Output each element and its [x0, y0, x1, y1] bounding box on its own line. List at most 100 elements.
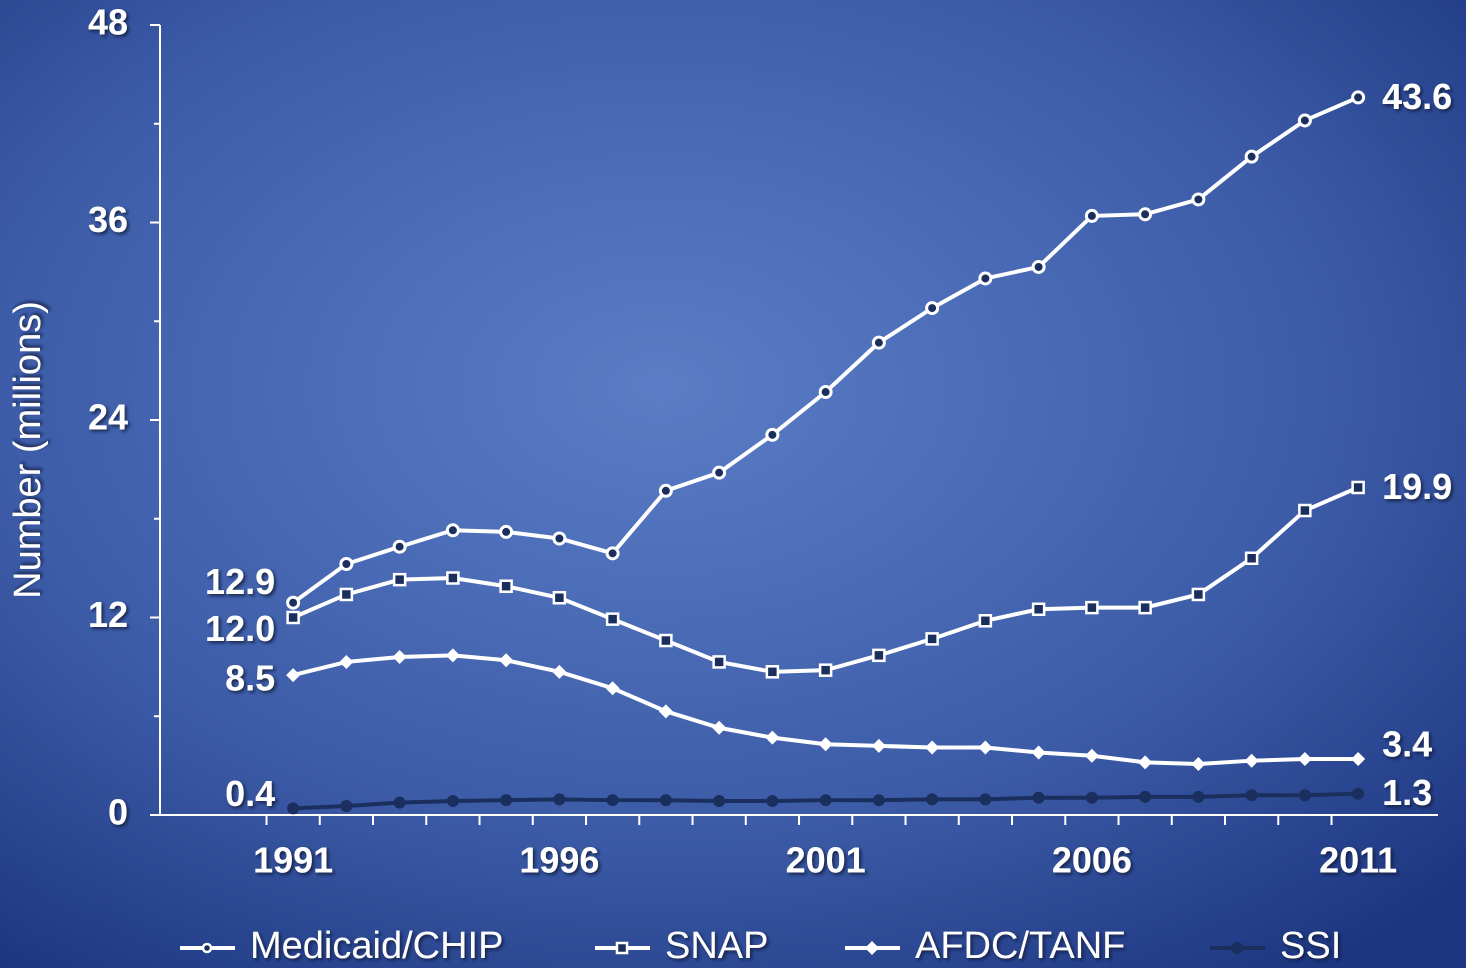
point — [766, 795, 779, 808]
point — [926, 793, 939, 806]
legend-marker — [615, 941, 629, 955]
point — [1191, 587, 1206, 602]
point — [339, 587, 354, 602]
point — [818, 385, 833, 400]
point — [605, 612, 620, 626]
point — [658, 704, 673, 719]
point — [925, 632, 939, 646]
point — [818, 663, 833, 677]
point — [1245, 789, 1258, 802]
point — [339, 654, 354, 669]
legend-item: Medicaid/CHIP — [180, 925, 503, 967]
point — [1138, 755, 1153, 770]
point — [446, 795, 459, 808]
legend-label: SSI — [1280, 925, 1341, 967]
point — [286, 610, 300, 625]
point — [1298, 789, 1311, 802]
point — [1031, 259, 1046, 274]
legend-marker — [865, 941, 879, 955]
point — [552, 591, 567, 605]
point — [765, 665, 780, 679]
point — [1352, 787, 1365, 800]
legend-item: AFDC/TANF — [845, 925, 1125, 967]
point — [605, 681, 620, 696]
point — [872, 794, 885, 807]
data-label: 8.5 — [225, 658, 275, 699]
point — [925, 740, 940, 755]
point — [765, 427, 780, 442]
series — [287, 787, 1365, 815]
point — [1031, 602, 1046, 617]
point — [1191, 756, 1206, 771]
point — [1031, 745, 1046, 760]
point — [392, 539, 407, 554]
point — [605, 546, 620, 561]
point — [393, 796, 406, 809]
point — [818, 737, 833, 752]
point — [712, 655, 726, 669]
data-label: 19.9 — [1382, 466, 1452, 507]
point — [445, 523, 460, 538]
series — [286, 648, 1366, 771]
x-tick-label: 1991 — [253, 840, 333, 881]
point — [978, 614, 993, 628]
point — [392, 650, 407, 664]
series — [286, 480, 1365, 679]
point — [1084, 208, 1099, 223]
point — [1297, 752, 1312, 767]
point — [713, 795, 726, 808]
point — [1192, 790, 1205, 803]
point — [658, 483, 673, 498]
point — [606, 794, 619, 807]
legend-marker — [1231, 942, 1243, 954]
point — [978, 740, 993, 755]
point — [339, 557, 354, 572]
point — [925, 301, 940, 316]
point — [446, 571, 460, 585]
point — [499, 524, 514, 539]
point — [1244, 551, 1259, 565]
point — [1138, 207, 1153, 222]
point — [499, 579, 513, 593]
point — [712, 720, 727, 735]
data-label: 0.4 — [225, 773, 275, 814]
point — [1351, 480, 1365, 495]
point — [340, 799, 353, 812]
point — [871, 335, 886, 350]
y-tick-label: 0 — [108, 792, 128, 833]
point — [1084, 748, 1099, 763]
point — [659, 794, 672, 807]
point — [1244, 753, 1259, 768]
point — [1138, 600, 1152, 615]
x-tick-label: 1996 — [519, 840, 599, 881]
point — [1139, 790, 1152, 803]
data-label: 43.6 — [1382, 76, 1452, 117]
point — [659, 633, 673, 648]
point — [1244, 149, 1259, 164]
point — [287, 802, 300, 815]
point — [1191, 192, 1206, 207]
point — [1085, 600, 1099, 615]
point — [286, 595, 301, 610]
legend-item: SNAP — [595, 925, 768, 967]
point — [765, 730, 780, 745]
series — [286, 90, 1366, 610]
y-tick-label: 36 — [88, 199, 128, 240]
point — [445, 648, 460, 663]
point — [979, 793, 992, 806]
legend-label: AFDC/TANF — [915, 925, 1125, 967]
y-tick-label: 24 — [88, 397, 128, 438]
legend-marker — [201, 942, 213, 954]
point — [500, 794, 513, 807]
point — [1297, 113, 1312, 128]
data-label: 1.3 — [1382, 772, 1432, 813]
point — [392, 572, 407, 587]
x-tick-label: 2001 — [786, 840, 866, 881]
point — [553, 793, 566, 806]
point — [978, 271, 993, 286]
data-label: 3.4 — [1382, 724, 1432, 765]
legend-item: SSI — [1210, 925, 1341, 967]
data-label: 12.9 — [205, 561, 275, 602]
